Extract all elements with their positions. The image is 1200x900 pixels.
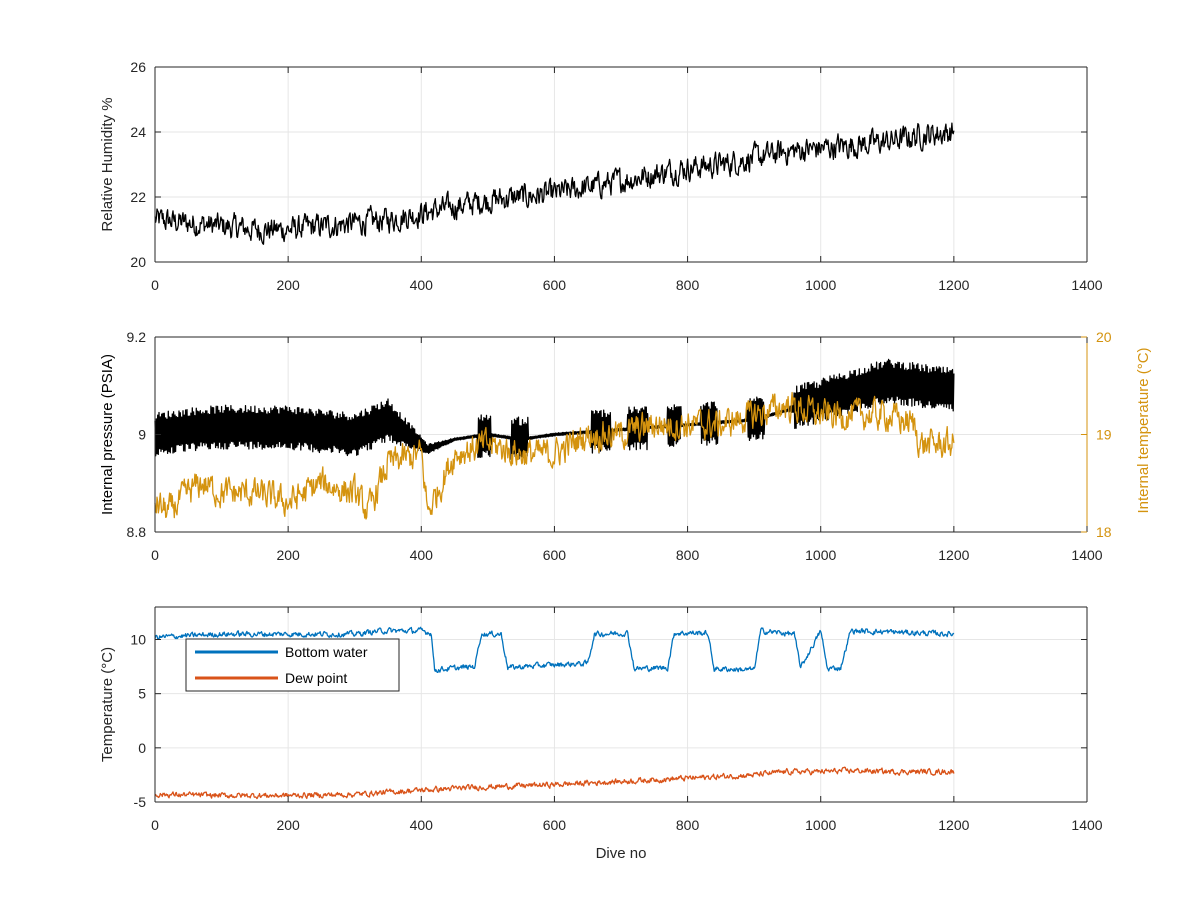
x-tick-label: 800 (676, 277, 700, 293)
x-tick-label: 600 (543, 817, 567, 833)
x-tick-label: 200 (276, 277, 300, 293)
series-line-1 (154, 391, 955, 520)
x-tick-label: 0 (151, 817, 159, 833)
series-group (154, 122, 955, 245)
y-tick-label: 22 (130, 189, 146, 205)
temperature-panel: 0 200 400 600 800 1000 1200 1400-50510Temperatu… (99, 606, 1103, 862)
y-tick-label: 8.8 (127, 524, 147, 540)
pressure-temperature-panel: 0 200 400 600 800 1000 1200 1400 8.8 9 9.2 18 19 20 In… (99, 329, 1152, 563)
x-axis-label: Dive no (596, 845, 647, 862)
series-group (154, 358, 955, 520)
x-tick-label: 800 (676, 817, 700, 833)
x-tick-label: 1000 (805, 277, 836, 293)
x-tick-label: 600 (543, 547, 567, 563)
x-tick-label: 200 (276, 817, 300, 833)
y-tick-label: 9 (138, 427, 146, 443)
legend-label: Dew point (285, 670, 347, 686)
y-axis-label: Temperature (°C) (99, 647, 116, 762)
series-line-0 (154, 358, 955, 461)
x-tick-label: 1000 (805, 817, 836, 833)
series-bottom-water (154, 626, 955, 674)
x-tick-label: 600 (543, 277, 567, 293)
x-tick-label: 0 (151, 547, 159, 563)
y-tick-label: 0 (138, 740, 146, 756)
x-tick-label: 400 (410, 817, 434, 833)
x-tick-label: 1400 (1071, 547, 1102, 563)
legend-box (185, 638, 400, 692)
y-tick-label: 9.2 (127, 329, 147, 345)
y-axis-label: Internal pressure (PSIA) (99, 354, 116, 515)
x-tick-label: 200 (276, 547, 300, 563)
x-tick-label: 1200 (938, 817, 969, 833)
y-tick-label: -5 (134, 794, 147, 810)
y-axis-label: Relative Humidity % (99, 97, 116, 231)
x-tick-label: 400 (410, 277, 434, 293)
y2-axis-label: Internal temperature (°C) (1135, 347, 1152, 513)
x-tick-label: 400 (410, 547, 434, 563)
y-tick-label: 10 (130, 632, 146, 648)
series-group (154, 626, 955, 800)
x-tick-label: 1200 (938, 277, 969, 293)
x-tick-label: 1000 (805, 547, 836, 563)
x-tick-label: 800 (676, 547, 700, 563)
y-tick-label: 26 (130, 59, 146, 75)
y-tick-label: 5 (138, 686, 146, 702)
x-tick-label: 1200 (938, 547, 969, 563)
y2-tick-label: 19 (1096, 427, 1112, 443)
series-dew-point (154, 766, 955, 800)
legend-label: Bottom water (285, 644, 368, 660)
x-tick-label: 1400 (1071, 277, 1102, 293)
legend: Bottom water Dew point (185, 638, 400, 692)
y-tick-label: 20 (130, 254, 146, 270)
humidity-panel: 0 200 400 600 800 1000 1200 1400 20 22 24 26 Relativ… (99, 59, 1103, 293)
y2-tick-label: 18 (1096, 524, 1112, 540)
x-tick-label: 0 (151, 277, 159, 293)
y-tick-label: 24 (130, 124, 146, 140)
y2-tick-label: 20 (1096, 329, 1112, 345)
series-line-0 (154, 122, 955, 245)
x-tick-label: 1400 (1071, 817, 1102, 833)
